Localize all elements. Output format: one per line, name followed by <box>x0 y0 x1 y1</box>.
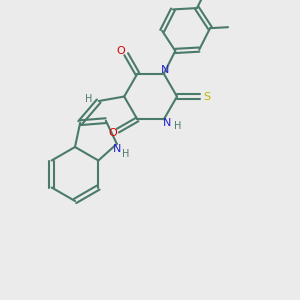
Text: N: N <box>113 144 121 154</box>
Text: H: H <box>174 121 181 131</box>
Text: O: O <box>116 46 125 56</box>
Text: H: H <box>85 94 92 103</box>
Text: H: H <box>122 149 129 159</box>
Text: N: N <box>163 118 172 128</box>
Text: O: O <box>108 128 117 138</box>
Text: S: S <box>203 92 211 101</box>
Text: N: N <box>161 65 170 75</box>
